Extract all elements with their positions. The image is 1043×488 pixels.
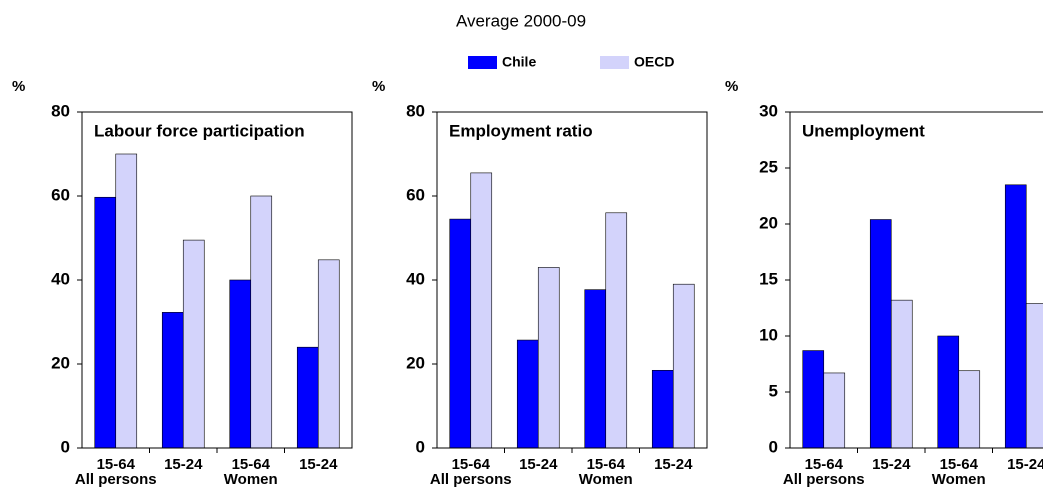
bar: Chile [516,339,539,449]
y-tick-label: 80 [51,101,70,120]
bar: Chile [802,350,825,449]
x-tick-label: 15-24 [1007,456,1043,473]
bar: OECD [605,212,628,449]
x-tick-label: 15-24 [654,456,693,473]
bar: OECD [115,153,138,449]
plot-frame [436,111,708,449]
x-tick-label: 15-64 [805,456,844,473]
x-tick-label: 15-24 [164,456,203,473]
bar: OECD [182,239,205,449]
y-axis-label: % [725,78,738,95]
y-tick-label: 40 [51,269,70,288]
x-group-label: All persons [75,471,157,488]
bar: Chile [296,346,319,449]
x-tick-label: 15-64 [587,456,626,473]
legend-swatch [600,56,629,69]
x-tick-label: 15-64 [940,456,979,473]
bar: OECD [1025,303,1043,449]
x-tick-label: 15-24 [299,456,338,473]
x-group-label: Women [932,471,986,488]
bar: OECD [958,370,981,449]
panel-title: Unemployment [802,121,925,140]
bar: OECD [537,267,560,449]
y-tick-label: 60 [51,185,70,204]
x-group-label: All persons [783,471,865,488]
bar: OECD [890,299,913,449]
y-tick-label: 20 [759,213,778,232]
bar: OECD [470,172,493,449]
bar: Chile [449,218,472,449]
y-tick-label: 0 [61,437,70,456]
y-tick-label: 30 [759,101,778,120]
legend-label: Chile [502,54,536,70]
legend-swatch [468,56,497,69]
legend-label: OECD [634,54,674,70]
x-tick-label: 15-64 [97,456,136,473]
y-tick-label: 5 [769,381,778,400]
bar: Chile [869,219,892,449]
x-tick-label: 15-24 [872,456,911,473]
y-axis-label: % [372,78,385,95]
y-tick-label: 10 [759,325,778,344]
y-axis-label: % [12,78,25,95]
x-tick-label: 15-64 [232,456,271,473]
y-tick-label: 20 [51,353,70,372]
y-tick-label: 40 [406,269,425,288]
panel-title: Labour force participation [94,121,305,140]
bar: OECD [317,259,340,449]
bar: Chile [161,312,184,449]
x-group-label: Women [579,471,633,488]
bar: Chile [651,369,674,449]
bar: OECD [823,372,846,449]
x-group-label: Women [224,471,278,488]
bar: OECD [672,283,695,449]
panel-title: Employment ratio [449,121,593,140]
bar: Chile [584,289,607,449]
bar: Chile [229,279,252,449]
y-tick-label: 15 [759,269,778,288]
y-tick-label: 20 [406,353,425,372]
bar: Chile [94,196,117,449]
x-group-label: All persons [430,471,512,488]
plot-frame [789,111,1043,449]
y-tick-label: 0 [769,437,778,456]
y-tick-label: 0 [416,437,425,456]
x-tick-label: 15-24 [519,456,558,473]
bar: Chile [1004,184,1027,449]
bar: OECD [250,195,273,449]
y-tick-label: 25 [759,157,778,176]
page-title: Average 2000-09 [456,11,586,30]
bar: Chile [937,335,960,449]
plot-frame [81,111,353,449]
y-tick-label: 80 [406,101,425,120]
x-tick-label: 15-64 [452,456,491,473]
y-tick-label: 60 [406,185,425,204]
